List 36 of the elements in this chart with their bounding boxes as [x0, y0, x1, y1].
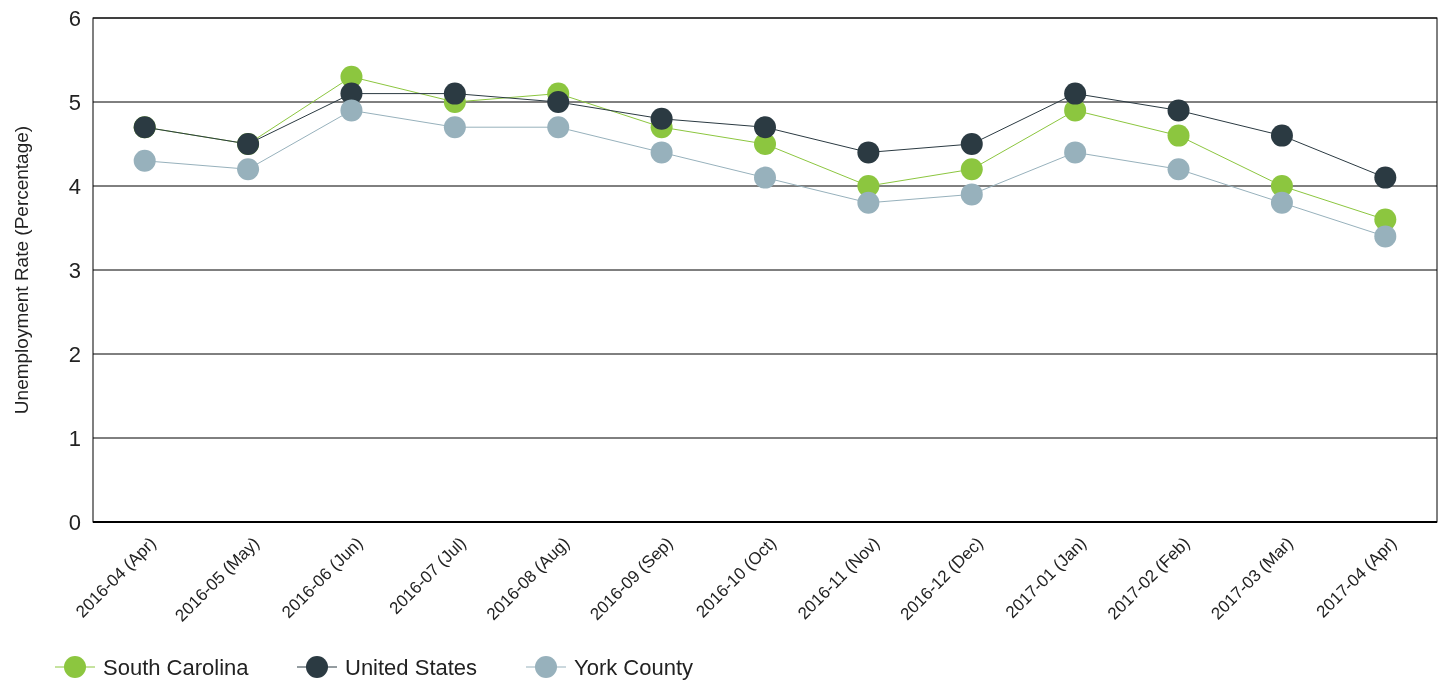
legend-label: York County — [574, 654, 694, 680]
point — [857, 191, 880, 214]
point — [547, 91, 570, 113]
legend-label: United States — [345, 654, 478, 680]
point — [650, 141, 673, 164]
point — [754, 116, 776, 139]
y-tick-label: 2 — [68, 341, 81, 367]
y-tick-label: 0 — [68, 509, 81, 535]
legend-label: South Carolina — [103, 654, 250, 680]
point — [754, 166, 776, 189]
point — [1064, 141, 1087, 164]
y-tick-label: 5 — [68, 89, 81, 115]
point — [1167, 124, 1190, 147]
point — [960, 183, 983, 206]
point — [960, 158, 983, 181]
point — [650, 107, 673, 130]
point — [547, 116, 570, 139]
point — [1270, 191, 1293, 214]
y-tick-label: 6 — [68, 5, 81, 31]
point — [1167, 99, 1190, 122]
point — [133, 149, 156, 172]
point — [1167, 158, 1190, 181]
y-tick-label: 4 — [68, 173, 81, 199]
point — [1270, 124, 1293, 147]
point — [237, 158, 260, 181]
point — [960, 133, 983, 155]
point — [1374, 166, 1397, 189]
y-tick-label: 1 — [68, 425, 81, 451]
point — [1374, 225, 1397, 248]
point — [443, 82, 466, 105]
y-tick-label: 3 — [68, 257, 81, 283]
point — [1064, 82, 1087, 105]
y-axis-title: Unemployment Rate (Percentage) — [11, 125, 32, 415]
point — [340, 99, 363, 122]
point — [443, 116, 466, 139]
point — [857, 141, 880, 164]
